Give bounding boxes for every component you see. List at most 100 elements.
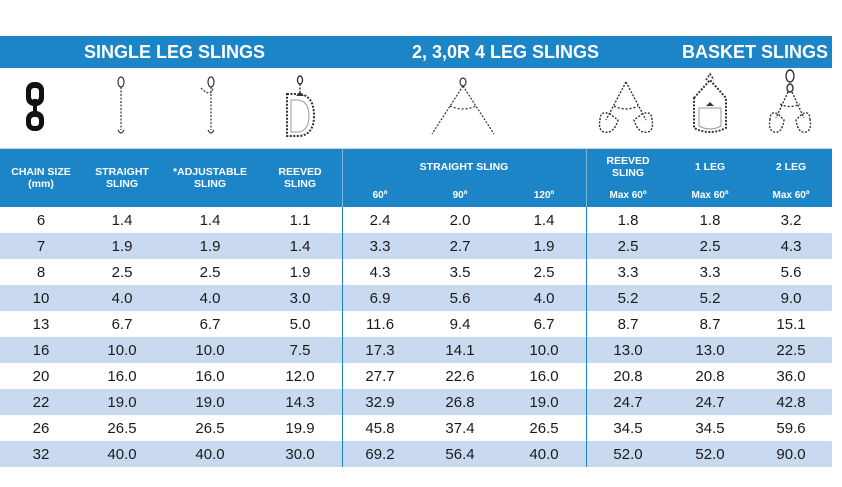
divider [586, 285, 587, 311]
cell-angle-60: 3.3 [369, 237, 391, 255]
cell-two-leg: 90.0 [776, 445, 806, 463]
cell-one-leg: 34.5 [695, 419, 725, 437]
cell-adjustable: 16.0 [195, 367, 225, 385]
col-one-leg: 1 LEG [694, 161, 726, 173]
straight-sling-icon [117, 76, 125, 134]
sling-table: SINGLE LEG SLINGS 2, 3,0R 4 LEG SLINGS B… [0, 36, 832, 467]
cell-angle-90: 2.0 [449, 211, 471, 229]
cell-straight: 1.9 [111, 237, 133, 255]
cell-reeved-basket: 2.5 [617, 237, 639, 255]
table-row: 6 1.4 1.4 1.1 2.4 2.0 1.4 1.8 1.8 3.2 [0, 207, 832, 233]
reeved-basket-sub: Max 60º [609, 189, 647, 201]
cell-reeved: 19.9 [285, 419, 315, 437]
cell-angle-90: 3.5 [449, 263, 471, 281]
cell-chain-size: 16 [32, 341, 50, 359]
cell-reeved-basket: 5.2 [617, 289, 639, 307]
reeved-label-2: SLING [283, 178, 317, 190]
cell-two-leg: 3.2 [780, 211, 802, 229]
divider [342, 259, 343, 285]
cell-straight: 10.0 [107, 341, 137, 359]
cell-one-leg: 2.5 [699, 237, 721, 255]
cell-chain-size: 22 [32, 393, 50, 411]
cell-angle-60: 45.8 [365, 419, 395, 437]
divider [586, 363, 587, 389]
col-adjustable: *ADJUSTABLE SLING [162, 149, 258, 207]
cell-angle-120: 10.0 [529, 341, 559, 359]
cell-adjustable: 1.9 [199, 237, 221, 255]
cell-one-leg: 3.3 [699, 263, 721, 281]
angle-120: 120º [533, 189, 555, 201]
divider [586, 311, 587, 337]
divider [342, 285, 343, 311]
divider [342, 441, 343, 467]
cell-angle-90: 14.1 [445, 341, 475, 359]
cell-angle-90: 9.4 [449, 315, 471, 333]
cell-reeved: 12.0 [285, 367, 315, 385]
cell-chain-size: 13 [32, 315, 50, 333]
cell-reeved-basket: 52.0 [613, 445, 643, 463]
cell-chain-size: 26 [32, 419, 50, 437]
cell-angle-120: 4.0 [533, 289, 555, 307]
reeved-basket-icon [598, 81, 654, 133]
cell-reeved: 1.4 [289, 237, 311, 255]
chain-link-icon [26, 82, 44, 131]
cell-reeved-basket: 1.8 [617, 211, 639, 229]
cell-one-leg: 8.7 [699, 315, 721, 333]
cell-angle-120: 19.0 [529, 393, 559, 411]
col-chain-size: CHAIN SIZE (mm) [0, 149, 82, 207]
table-row: 13 6.7 6.7 5.0 11.6 9.4 6.7 8.7 8.7 15.1 [0, 311, 832, 337]
table-header: CHAIN SIZE (mm) STRAIGHT SLING *ADJUSTAB… [0, 149, 832, 207]
cell-one-leg: 24.7 [695, 393, 725, 411]
divider [342, 415, 343, 441]
cell-angle-90: 26.8 [445, 393, 475, 411]
table-row: 26 26.5 26.5 19.9 45.8 37.4 26.5 34.5 34.5 59.6 [0, 415, 832, 441]
table-row: 7 1.9 1.9 1.4 3.3 2.7 1.9 2.5 2.5 4.3 [0, 233, 832, 259]
cell-reeved: 1.9 [289, 263, 311, 281]
cell-two-leg: 59.6 [776, 419, 806, 437]
cell-reeved: 3.0 [289, 289, 311, 307]
adjustable-sling-icon [200, 76, 215, 134]
cell-angle-60: 11.6 [365, 315, 395, 333]
divider [586, 389, 587, 415]
cell-straight: 19.0 [107, 393, 137, 411]
cell-angle-60: 2.4 [369, 211, 391, 229]
category-banner: SINGLE LEG SLINGS 2, 3,0R 4 LEG SLINGS B… [0, 36, 832, 68]
cell-two-leg: 22.5 [776, 341, 806, 359]
col-reeved: REEVED SLING [258, 149, 342, 207]
cell-two-leg: 42.8 [776, 393, 806, 411]
straight-label-2: SLING [105, 178, 139, 190]
divider [342, 389, 343, 415]
cell-straight: 4.0 [111, 289, 133, 307]
divider [586, 149, 587, 207]
cell-chain-size: 20 [32, 367, 50, 385]
divider [342, 233, 343, 259]
one-leg-sub: Max 60º [691, 189, 729, 201]
cell-chain-size: 6 [36, 211, 46, 229]
cell-angle-60: 32.9 [365, 393, 395, 411]
cell-angle-120: 1.9 [533, 237, 555, 255]
cell-reeved: 5.0 [289, 315, 311, 333]
cell-one-leg: 5.2 [699, 289, 721, 307]
reeved-basket-label: REEVED [606, 155, 650, 167]
cell-angle-120: 1.4 [533, 211, 555, 229]
cell-adjustable: 40.0 [195, 445, 225, 463]
cell-reeved-basket: 20.8 [613, 367, 643, 385]
divider [586, 207, 587, 233]
table-body: 6 1.4 1.4 1.1 2.4 2.0 1.4 1.8 1.8 3.2 7 1.9 1.9 1.4 3.… [0, 207, 832, 467]
angle-90: 90º [452, 189, 468, 201]
cell-one-leg: 13.0 [695, 341, 725, 359]
adjustable-label: *ADJUSTABLE [173, 166, 247, 178]
cell-reeved-basket: 3.3 [617, 263, 639, 281]
cell-two-leg: 5.6 [780, 263, 802, 281]
cell-adjustable: 19.0 [195, 393, 225, 411]
cell-reeved: 30.0 [285, 445, 315, 463]
cell-reeved-basket: 34.5 [613, 419, 643, 437]
cell-straight: 1.4 [111, 211, 133, 229]
cell-chain-size: 32 [32, 445, 50, 463]
divider [586, 259, 587, 285]
divider [342, 311, 343, 337]
cell-angle-90: 37.4 [445, 419, 475, 437]
cell-adjustable: 26.5 [195, 419, 225, 437]
multi-leg-title: 2, 3,0R 4 LEG SLINGS [412, 42, 600, 62]
cell-angle-90: 5.6 [449, 289, 471, 307]
